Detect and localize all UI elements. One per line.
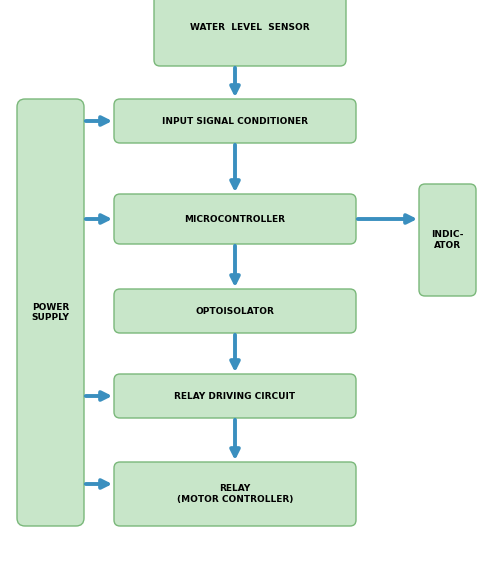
FancyBboxPatch shape	[114, 289, 355, 333]
Text: POWER
SUPPLY: POWER SUPPLY	[32, 303, 69, 322]
Text: WATER  LEVEL  SENSOR: WATER LEVEL SENSOR	[190, 23, 309, 32]
FancyBboxPatch shape	[114, 194, 355, 244]
Text: MICROCONTROLLER: MICROCONTROLLER	[184, 214, 285, 223]
FancyBboxPatch shape	[114, 99, 355, 143]
FancyBboxPatch shape	[17, 99, 84, 526]
FancyBboxPatch shape	[418, 184, 475, 296]
FancyBboxPatch shape	[114, 374, 355, 418]
Text: OPTOISOLATOR: OPTOISOLATOR	[195, 306, 274, 315]
Text: RELAY
(MOTOR CONTROLLER): RELAY (MOTOR CONTROLLER)	[177, 484, 293, 504]
Text: RELAY DRIVING CIRCUIT: RELAY DRIVING CIRCUIT	[174, 392, 295, 401]
FancyBboxPatch shape	[154, 0, 346, 66]
FancyBboxPatch shape	[114, 462, 355, 526]
Text: INPUT SIGNAL CONDITIONER: INPUT SIGNAL CONDITIONER	[162, 117, 307, 126]
Text: INDIC-
ATOR: INDIC- ATOR	[430, 231, 463, 250]
